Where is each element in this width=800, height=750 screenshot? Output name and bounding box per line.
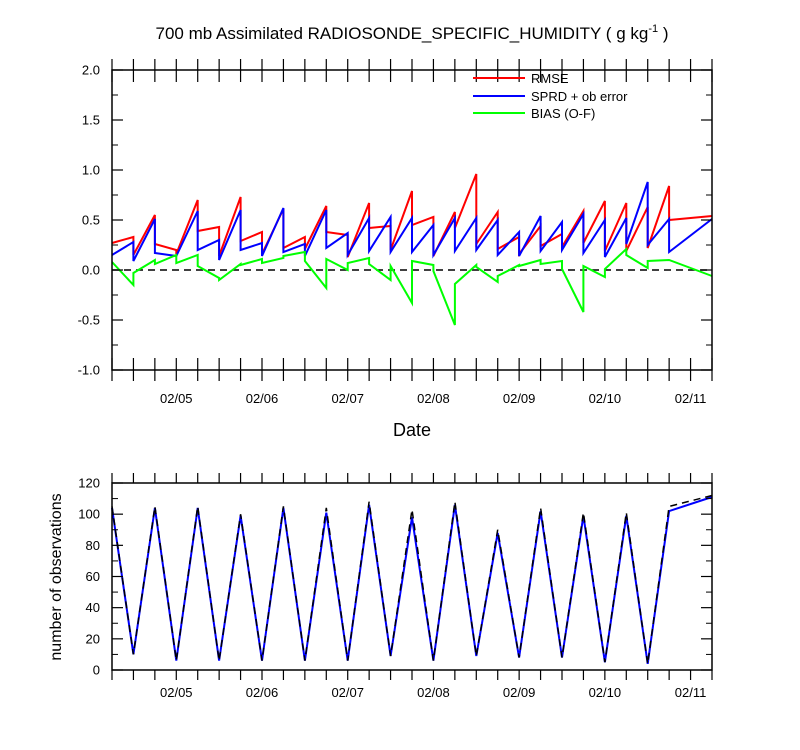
plot-frame — [111, 482, 713, 671]
x-tick-label: 02/11 — [675, 391, 707, 406]
x-tick-label: 02/07 — [331, 685, 364, 700]
y-tick-label: -0.5 — [78, 313, 100, 328]
legend-label: BIAS (O-F) — [531, 106, 595, 121]
x-tick-label: 02/10 — [589, 685, 622, 700]
y-tick-label: 80 — [86, 538, 100, 553]
title-superscript: -1 — [648, 23, 658, 35]
x-tick-label: 02/07 — [331, 391, 364, 406]
y-tick-label: 120 — [78, 476, 100, 491]
x-tick-label: 02/09 — [503, 391, 536, 406]
series-line-bias-o-f — [111, 246, 713, 326]
x-tick-label: 02/09 — [503, 685, 536, 700]
legend-label: RMSE — [531, 71, 569, 86]
series-line-series-2 — [111, 494, 713, 664]
y-tick-label: 2.0 — [82, 63, 100, 78]
x-tick-label: 02/08 — [417, 391, 450, 406]
y-tick-label: 1.5 — [82, 113, 100, 128]
series-line-sprd-ob-error — [111, 181, 713, 262]
series-line-rmse — [111, 173, 713, 258]
x-tick-label: 02/06 — [246, 391, 279, 406]
x-axis-label: Date — [393, 420, 431, 440]
x-tick-label: 02/11 — [675, 685, 707, 700]
x-tick-label: 02/10 — [589, 391, 622, 406]
x-tick-label: 02/06 — [246, 685, 279, 700]
y-tick-label: 40 — [86, 600, 100, 615]
y-tick-label: 100 — [78, 507, 100, 522]
y-tick-label: 1.0 — [82, 163, 100, 178]
series-line-series-1 — [111, 496, 713, 664]
legend-label: SPRD + ob error — [531, 89, 628, 104]
y-tick-label: 60 — [86, 569, 100, 584]
x-tick-label: 02/08 — [417, 685, 450, 700]
chart-title: 700 mb Assimilated RADIOSONDE_SPECIFIC_H… — [156, 23, 669, 43]
title-main: 700 mb Assimilated RADIOSONDE_SPECIFIC_H… — [156, 24, 649, 43]
y-tick-label: -1.0 — [78, 363, 100, 378]
y-tick-label: 20 — [86, 631, 100, 646]
y-tick-label: 0.0 — [82, 263, 100, 278]
x-tick-label: 02/05 — [160, 685, 193, 700]
observation-count-panel: 0 20 40 60 80 100 120 02/05 02/06 02/07 02/08 02/09… — [78, 473, 713, 700]
x-tick-label: 02/05 — [160, 391, 193, 406]
humidity-stats-panel: -1.0 -0.5 0.0 0.5 1.0 1.5 2.0 02/05 02/06 02/07 02… — [78, 59, 713, 406]
y-tick-label: 0.5 — [82, 213, 100, 228]
title-end: ) — [658, 24, 668, 43]
y-tick-label: 0 — [93, 663, 100, 678]
y-axis-label-observations: number of observations — [48, 493, 65, 660]
